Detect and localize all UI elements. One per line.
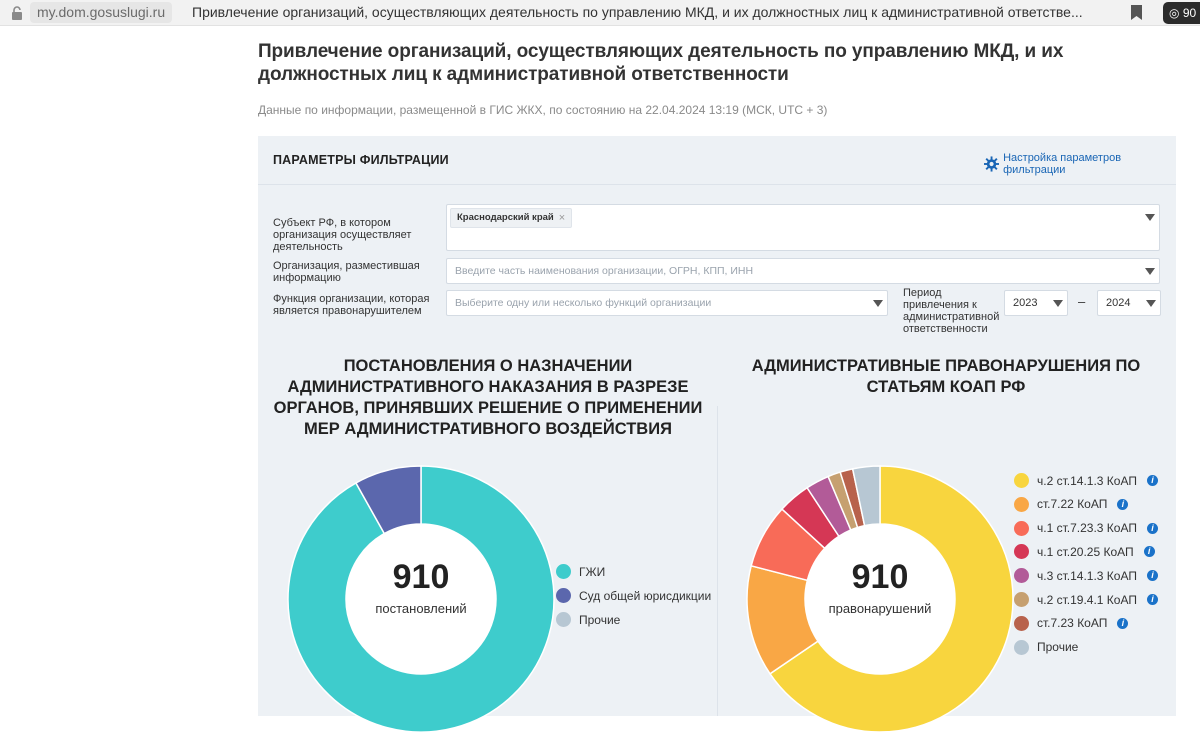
orgs-donut-chart: [287, 465, 555, 733]
year-from-value: 2023: [1013, 297, 1038, 309]
legend-label: ч.2 ст.14.1.3 КоАП: [1037, 473, 1137, 488]
legend-item-1-2[interactable]: Прочие: [556, 612, 620, 627]
legend-label: Прочие: [1037, 640, 1079, 655]
legend-label: ч.1 ст.20.25 КоАП: [1037, 544, 1134, 559]
legend-label: ч.1 ст.7.23.3 КоАП: [1037, 521, 1137, 536]
legend-item-2-3[interactable]: ч.1 ст.20.25 КоАП i: [1014, 544, 1155, 560]
legend-label: Прочие: [579, 612, 621, 627]
legend-item-2-2[interactable]: ч.1 ст.7.23.3 КоАП i: [1014, 520, 1158, 536]
legend-swatch: [556, 564, 571, 579]
legend-swatch: [1014, 496, 1029, 512]
articles-total: 910: [851, 558, 909, 596]
legend-label: ГЖИ: [579, 564, 606, 579]
filters-header: ПАРАМЕТРЫ ФИЛЬТРАЦИИ: [273, 153, 449, 167]
period-label: Период привлечения к административной от…: [903, 287, 1000, 335]
year-to-select[interactable]: 2024: [1097, 290, 1161, 316]
legend-label: ч.3 ст.14.1.3 КоАП: [1037, 568, 1137, 583]
bookmark-icon[interactable]: [1131, 5, 1142, 20]
address-domain[interactable]: my.dom.gosuslugi.ru: [30, 2, 173, 23]
info-icon[interactable]: i: [1146, 570, 1158, 582]
chart-title-orgs: ПОСТАНОВЛЕНИЯ О НАЗНАЧЕНИИ АДМИНИСТРАТИВ…: [273, 357, 703, 438]
legend-item-2-1[interactable]: ст.7.22 КоАП i: [1014, 496, 1129, 512]
chip-remove-icon[interactable]: ×: [558, 212, 566, 224]
info-icon[interactable]: i: [1117, 498, 1129, 510]
info-icon[interactable]: i: [1146, 522, 1158, 534]
browser-address-bar: my.dom.gosuslugi.ru Привлечение организа…: [0, 0, 1200, 26]
charts-separator: [717, 406, 718, 716]
info-icon[interactable]: i: [1146, 475, 1158, 486]
lock-icon[interactable]: [10, 5, 24, 21]
info-icon[interactable]: i: [1117, 617, 1129, 629]
filter-settings-label: Настройка параметров фильтрации: [1003, 152, 1122, 176]
articles-total-label: правонарушений: [828, 601, 932, 616]
period-dash: –: [1078, 294, 1086, 309]
info-icon[interactable]: i: [1146, 594, 1158, 605]
chevron-down-icon[interactable]: [1146, 300, 1156, 307]
legend-item-1-0[interactable]: ГЖИ: [556, 564, 605, 579]
legend-item-2-4[interactable]: ч.3 ст.14.1.3 КоАП i: [1014, 568, 1158, 584]
info-icon[interactable]: i: [1143, 546, 1155, 558]
chevron-down-icon[interactable]: [1145, 268, 1155, 275]
chart-title-articles: АДМИНИСТРАТИВНЫЕ ПРАВОНАРУШЕНИЯ ПО СТАТЬ…: [751, 357, 1141, 396]
legend-label: ст.7.23 КоАП: [1037, 616, 1108, 631]
filter-settings-link[interactable]: Настройка параметров фильтрации: [984, 152, 1176, 176]
subject-chip[interactable]: Краснодарский край ×: [450, 208, 573, 228]
year-to-value: 2024: [1106, 297, 1131, 309]
legend-swatch: [1014, 473, 1029, 488]
legend-swatch: [1014, 639, 1029, 655]
data-timestamp: Данные по информации, размещенной в ГИС …: [258, 103, 828, 117]
legend-item-2-5[interactable]: ч.2 ст.19.4.1 КоАП i: [1014, 592, 1158, 607]
gear-icon: [984, 156, 1000, 172]
legend-item-1-1[interactable]: Суд общей юрисдикции: [556, 588, 711, 603]
legend-swatch: [1014, 544, 1029, 560]
year-from-select[interactable]: 2023: [1004, 290, 1068, 316]
legend-label: ст.7.22 КоАП: [1037, 497, 1108, 512]
subject-multiselect[interactable]: Краснодарский край ×: [446, 204, 1160, 251]
legend-swatch: [1014, 520, 1029, 536]
function-label: Функция организации, которая является пр…: [273, 293, 430, 317]
legend-swatch: [1014, 592, 1029, 607]
function-select[interactable]: Выберите одну или несколько функций орга…: [446, 290, 888, 316]
dashboard-panel: ПАРАМЕТРЫ ФИЛЬТРАЦИИ Настройка параметро…: [258, 136, 1176, 733]
chevron-down-icon[interactable]: [1053, 300, 1063, 307]
orgs-total: 910: [392, 558, 450, 596]
chevron-down-icon[interactable]: [873, 300, 883, 307]
legend-label: ч.2 ст.19.4.1 КоАП: [1037, 592, 1137, 607]
page-title: Привлечение организаций, осуществляющих …: [258, 41, 1064, 85]
articles-donut-chart: [746, 465, 1014, 733]
page-tab-title: Привлечение организаций, осуществляющих …: [192, 4, 1083, 20]
donut-hole: [805, 524, 955, 674]
filters-divider: [258, 184, 1176, 185]
legend-swatch: [1014, 615, 1029, 631]
legend-swatch: [556, 588, 571, 603]
subject-chip-label: Краснодарский край: [457, 212, 554, 223]
legend-item-2-7[interactable]: Прочие: [1014, 639, 1079, 655]
donut-hole: [346, 524, 496, 674]
legend-item-2-6[interactable]: ст.7.23 КоАП i: [1014, 615, 1129, 631]
subject-label: Субъект РФ, в котором организация осущес…: [273, 217, 412, 253]
comment-icon: ◎: [1169, 6, 1180, 20]
legend-swatch: [1014, 568, 1029, 584]
org-search-input[interactable]: Введите часть наименования организации, …: [446, 258, 1160, 284]
legend-item-2-0[interactable]: ч.2 ст.14.1.3 КоАП i: [1014, 473, 1158, 488]
org-label: Организация, разместившая информацию: [273, 260, 420, 284]
chevron-down-icon[interactable]: [1145, 214, 1155, 221]
extension-button[interactable]: ◎ 90: [1163, 2, 1200, 24]
orgs-total-label: постановлений: [375, 601, 467, 616]
function-placeholder: Выберите одну или несколько функций орга…: [455, 297, 712, 309]
legend-label: Суд общей юрисдикции: [579, 588, 712, 603]
extension-count: 90: [1182, 6, 1197, 20]
legend-swatch: [556, 612, 571, 627]
org-placeholder: Введите часть наименования организации, …: [455, 265, 754, 277]
